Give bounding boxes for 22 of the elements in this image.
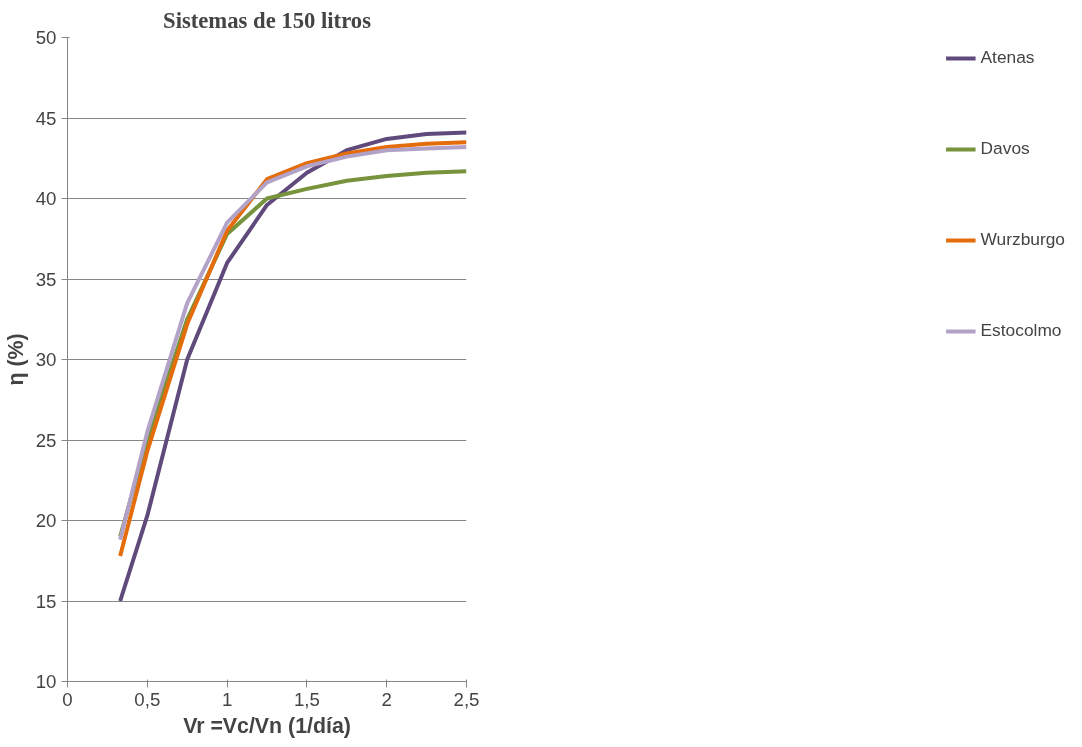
x-tick-label: 1 bbox=[221, 688, 233, 710]
y-tick-label: 25 bbox=[35, 429, 57, 451]
legend-label: Atenas bbox=[980, 47, 1035, 68]
x-tick-label: 0,5 bbox=[134, 688, 161, 710]
x-tick-label: 1,5 bbox=[293, 688, 320, 710]
y-tick-label: 10 bbox=[35, 671, 57, 692]
y-tick-label: 45 bbox=[35, 107, 57, 129]
x-tick-label: 0 bbox=[62, 688, 73, 710]
y-tick-label: 40 bbox=[35, 188, 57, 209]
x-tick-label: 2,5 bbox=[453, 688, 480, 710]
legend-label: Wurzburgo bbox=[980, 229, 1065, 250]
x-axis-title: Vr =Vc/Vn (1/día) bbox=[183, 713, 351, 738]
y-tick-label: 50 bbox=[35, 27, 57, 48]
y-axis-title: η (%) bbox=[3, 333, 28, 386]
legend-label: Estocolmo bbox=[980, 320, 1062, 341]
y-tick-label: 20 bbox=[35, 510, 57, 531]
y-tick-label: 35 bbox=[35, 268, 57, 290]
legend-label: Davos bbox=[980, 138, 1030, 159]
y-tick-label: 15 bbox=[35, 590, 57, 612]
y-tick-label: 30 bbox=[35, 349, 57, 370]
chart-title: Sistemas de 150 litros bbox=[163, 7, 372, 33]
x-tick-label: 2 bbox=[381, 688, 392, 710]
